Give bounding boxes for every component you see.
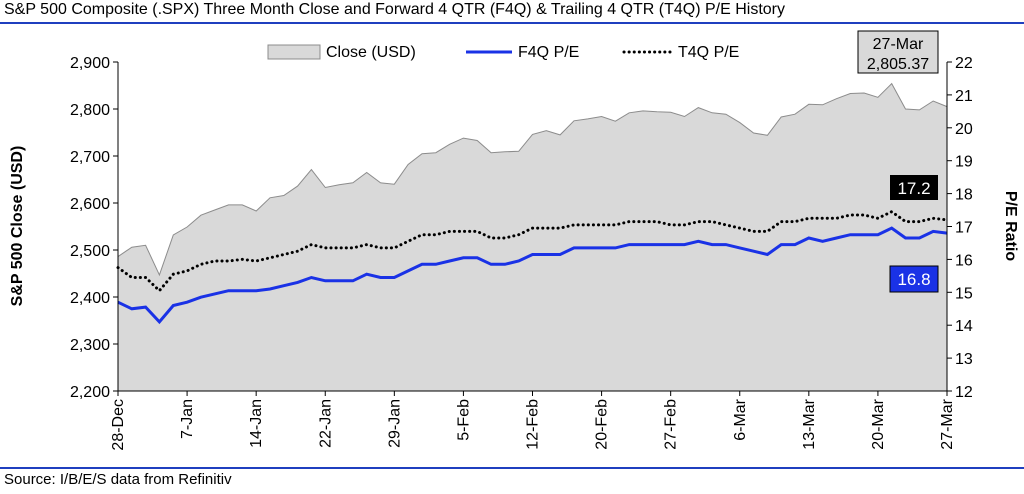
x-tick-label: 22-Jan <box>317 399 334 448</box>
close-area-layer <box>117 82 948 391</box>
f4q-callout-box <box>889 265 939 293</box>
x-tick-label: 20-Mar <box>870 398 887 449</box>
y-right-axis-title: P/E Ratio <box>1002 191 1019 261</box>
y-right-tick-label: 13 <box>955 351 973 368</box>
x-tick-label: 7-Jan <box>179 399 196 439</box>
x-tick-label: 27-Feb <box>663 399 680 450</box>
y-left-tick-label: 2,900 <box>70 55 110 72</box>
t4q-pe-line <box>116 209 949 293</box>
y-left-tick-label: 2,200 <box>70 384 110 401</box>
y-right-tick-label: 20 <box>955 121 973 138</box>
y-right-tick-label: 22 <box>955 55 973 72</box>
y-right-tick-label: 17 <box>955 220 973 237</box>
legend-close-label: Close (USD) <box>326 44 416 61</box>
x-tick-label: 12-Feb <box>525 399 542 450</box>
source-note: Source: I/B/E/S data from Refinitiv <box>4 471 232 488</box>
x-tick-label: 6-Mar <box>732 398 749 440</box>
y-left-tick-label: 2,500 <box>70 243 110 260</box>
pe-lines-layer <box>116 209 949 325</box>
t4q-callout-value: 17.2 <box>897 179 930 198</box>
x-tick-label: 28-Dec <box>110 399 127 451</box>
t4q-callout-box <box>890 175 938 200</box>
y-left-tick-label: 2,400 <box>70 290 110 307</box>
y-left-tick-label: 2,700 <box>70 149 110 166</box>
y-right-tick-label: 14 <box>955 318 973 335</box>
last-close-callout-date: 27-Mar <box>873 36 924 53</box>
x-tick-label: 20-Feb <box>594 399 611 450</box>
close-area <box>118 83 947 391</box>
last-close-callout-box <box>857 30 939 74</box>
y-right-tick-label: 15 <box>955 285 973 302</box>
legend-close-swatch <box>267 44 321 60</box>
f4q-pe-line <box>117 226 948 325</box>
y-left-axis-title: S&P 500 Close (USD) <box>9 146 26 307</box>
last-close-callout-value: 2,805.37 <box>867 56 929 73</box>
y-right-tick-label: 16 <box>955 252 973 269</box>
y-left-tick-label: 2,300 <box>70 337 110 354</box>
y-right-tick-label: 19 <box>955 154 973 171</box>
axes-layer: 2,200 2,300 2,400 2,500 2,600 2,700 2,800 2,900… <box>9 55 1019 451</box>
y-right-tick-label: 18 <box>955 187 973 204</box>
x-tick-label: 14-Jan <box>248 399 265 448</box>
legend-t4q-label: T4Q P/E <box>678 44 739 61</box>
footer-rule <box>0 467 1024 469</box>
legend: Close (USD) F4Q P/E T4Q P/E <box>267 44 739 61</box>
y-right-tick-label: 21 <box>955 88 973 105</box>
close-area-outline <box>117 82 948 277</box>
y-left-tick-label: 2,800 <box>70 102 110 119</box>
title-rule <box>0 22 1024 24</box>
x-tick-label: 27-Mar <box>939 398 956 449</box>
chart-title: S&P 500 Composite (.SPX) Three Month Clo… <box>4 1 785 18</box>
legend-f4q-label: F4Q P/E <box>518 44 579 61</box>
x-tick-label: 13-Mar <box>801 398 818 449</box>
annotations-layer: 27-Mar 2,805.37 17.2 16.8 <box>857 30 939 293</box>
f4q-callout-value: 16.8 <box>897 270 930 289</box>
x-tick-label: 5-Feb <box>455 399 472 441</box>
x-tick-label: 29-Jan <box>386 399 403 448</box>
y-right-tick-label: 12 <box>955 384 973 401</box>
y-left-tick-label: 2,600 <box>70 196 110 213</box>
